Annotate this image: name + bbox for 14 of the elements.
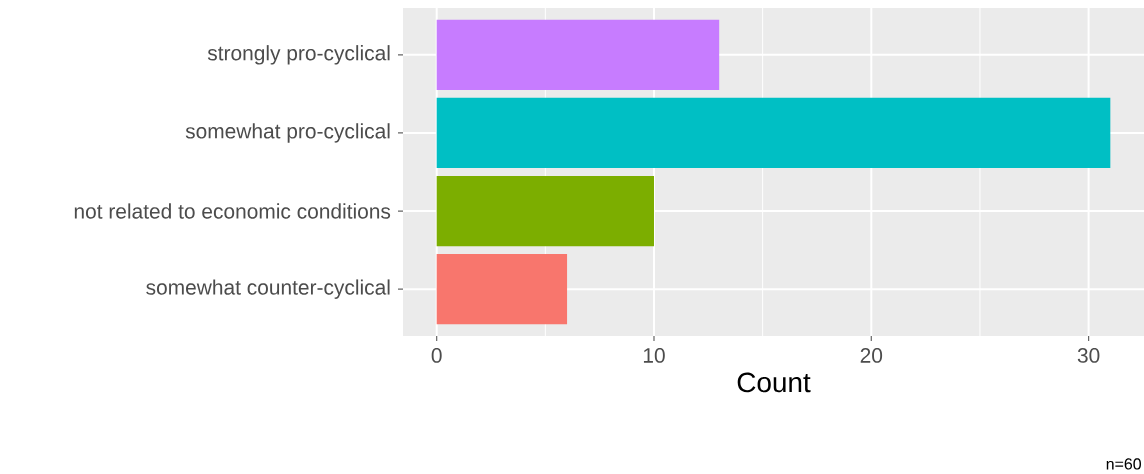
x-axis-title: Count: [737, 372, 811, 393]
y-tick-label: somewhat pro-cyclical: [185, 123, 390, 143]
bar: [436, 97, 1111, 169]
text: n=60: [1106, 458, 1141, 470]
y-tick-label: not related to economic conditions: [74, 203, 391, 219]
x-tick-label: 20: [860, 348, 883, 363]
x-tick-label: 10: [643, 348, 665, 363]
y-tick-label: somewhat counter-cyclical: [146, 279, 390, 299]
y-tick-label: strongly pro-cyclical: [207, 45, 390, 65]
x-tick-label: 30: [1077, 348, 1100, 363]
x-tick-label: 0: [431, 348, 442, 363]
bar: [436, 175, 654, 247]
bar: [436, 254, 568, 325]
bar: [436, 19, 720, 90]
